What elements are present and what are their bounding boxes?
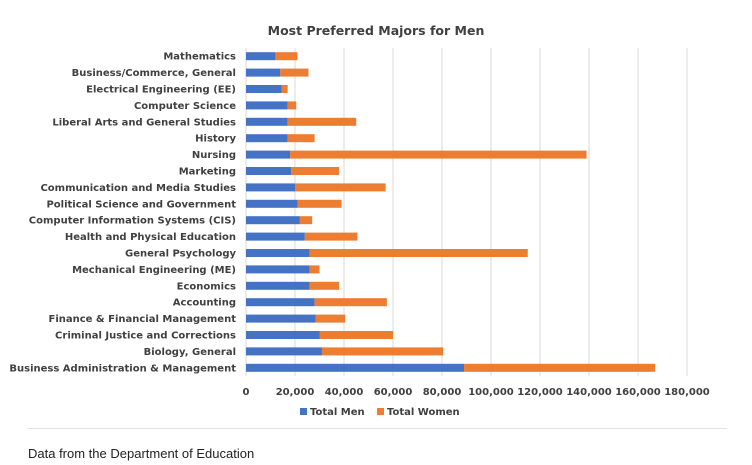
category-label: Health and Physical Education: [65, 232, 236, 243]
bar-total-women: [295, 183, 386, 192]
bar-total-women: [309, 249, 528, 257]
grid-lines: [245, 48, 688, 376]
bar-total-men: [246, 199, 298, 208]
category-label: Economics: [177, 281, 236, 292]
x-tick-label: 80,000: [423, 387, 462, 398]
bar-total-men: [246, 281, 310, 290]
category-label: Marketing: [179, 167, 236, 178]
bar-total-women: [287, 134, 315, 143]
bar-total-women: [297, 199, 342, 208]
bar-total-men: [246, 216, 300, 225]
bar-total-men: [246, 134, 288, 143]
bar-total-women: [464, 363, 656, 372]
category-label: Business/Commerce, General: [72, 68, 236, 79]
bar-total-women: [321, 347, 444, 356]
category-label: General Psychology: [125, 249, 236, 260]
bar-total-women: [315, 314, 346, 323]
bar-total-women: [281, 85, 288, 93]
category-label: Accounting: [173, 298, 236, 309]
x-tick-label: 140,000: [566, 387, 612, 398]
bar-total-women: [314, 298, 387, 307]
x-tick-labels: 0 20,000 40,000 60,000 80,000 100,000 120,000 1…: [243, 387, 710, 398]
bar-total-women: [291, 167, 340, 175]
legend-swatch-total-men: [300, 408, 307, 415]
legend-label-total-women: Total Women: [387, 407, 460, 418]
bar-total-women: [290, 150, 587, 159]
bar-total-men: [246, 52, 276, 61]
bar-total-women: [299, 216, 313, 225]
bar-total-men: [246, 101, 288, 110]
category-label: Political Science and Government: [46, 199, 236, 210]
bar-total-women: [319, 331, 393, 339]
bar-total-men: [246, 117, 288, 126]
category-label: Finance & Financial Management: [48, 314, 236, 325]
chart-figure: Most Preferred Majors for Men Mathematic…: [9, 23, 710, 418]
bar-total-men: [246, 347, 322, 356]
bar-total-men: [246, 331, 320, 339]
category-label: Computer Science: [134, 101, 236, 112]
bar-total-women: [309, 281, 340, 290]
category-labels: Mathematics Business/Commerce, General Ele…: [9, 52, 236, 375]
bar-total-men: [246, 265, 310, 274]
legend-label-total-men: Total Men: [310, 407, 365, 418]
bar-total-women: [287, 117, 357, 126]
category-label: Liberal Arts and General Studies: [52, 117, 236, 128]
chart-svg: Most Preferred Majors for Men Mathematic…: [9, 23, 710, 418]
bar-total-men: [246, 249, 310, 257]
category-label: Business Administration & Management: [9, 363, 236, 374]
x-tick-label: 100,000: [468, 387, 514, 398]
bar-total-women: [304, 232, 358, 241]
x-tick-label: 160,000: [615, 387, 661, 398]
bar-total-men: [246, 167, 292, 175]
category-label: Electrical Engineering (EE): [86, 85, 236, 96]
x-tick-label: 180,000: [664, 387, 710, 398]
category-label: History: [195, 134, 236, 145]
x-tick-label: 0: [243, 387, 250, 398]
category-label: Computer Information Systems (CIS): [29, 216, 236, 227]
bar-total-women: [275, 52, 298, 61]
x-tick-label: 40,000: [325, 387, 364, 398]
category-label: Communication and Media Studies: [40, 183, 236, 194]
bar-total-men: [246, 232, 305, 241]
divider: [27, 428, 727, 429]
legend: Total Men Total Women: [300, 407, 460, 418]
bar-total-women: [309, 265, 320, 274]
bar-total-men: [246, 183, 295, 192]
bar-total-men: [246, 150, 291, 159]
source-caption: Data from the Department of Education: [28, 446, 255, 461]
category-label: Mechanical Engineering (ME): [72, 265, 236, 276]
chart-title: Most Preferred Majors for Men: [268, 23, 485, 38]
bar-total-women: [287, 101, 297, 110]
bar-total-men: [246, 298, 315, 307]
category-label: Mathematics: [163, 52, 236, 63]
legend-swatch-total-women: [377, 408, 384, 415]
category-label: Criminal Justice and Corrections: [55, 331, 236, 342]
bars: [246, 52, 656, 372]
bar-total-men: [246, 363, 465, 372]
x-tick-label: 20,000: [276, 387, 315, 398]
bar-total-men: [246, 68, 281, 77]
category-label: Nursing: [192, 150, 236, 161]
x-tick-label: 120,000: [517, 387, 563, 398]
x-tick-label: 60,000: [374, 387, 413, 398]
category-label: Biology, General: [144, 347, 236, 358]
bar-total-men: [246, 314, 316, 323]
bar-total-men: [246, 85, 282, 93]
bar-total-women: [280, 68, 309, 77]
